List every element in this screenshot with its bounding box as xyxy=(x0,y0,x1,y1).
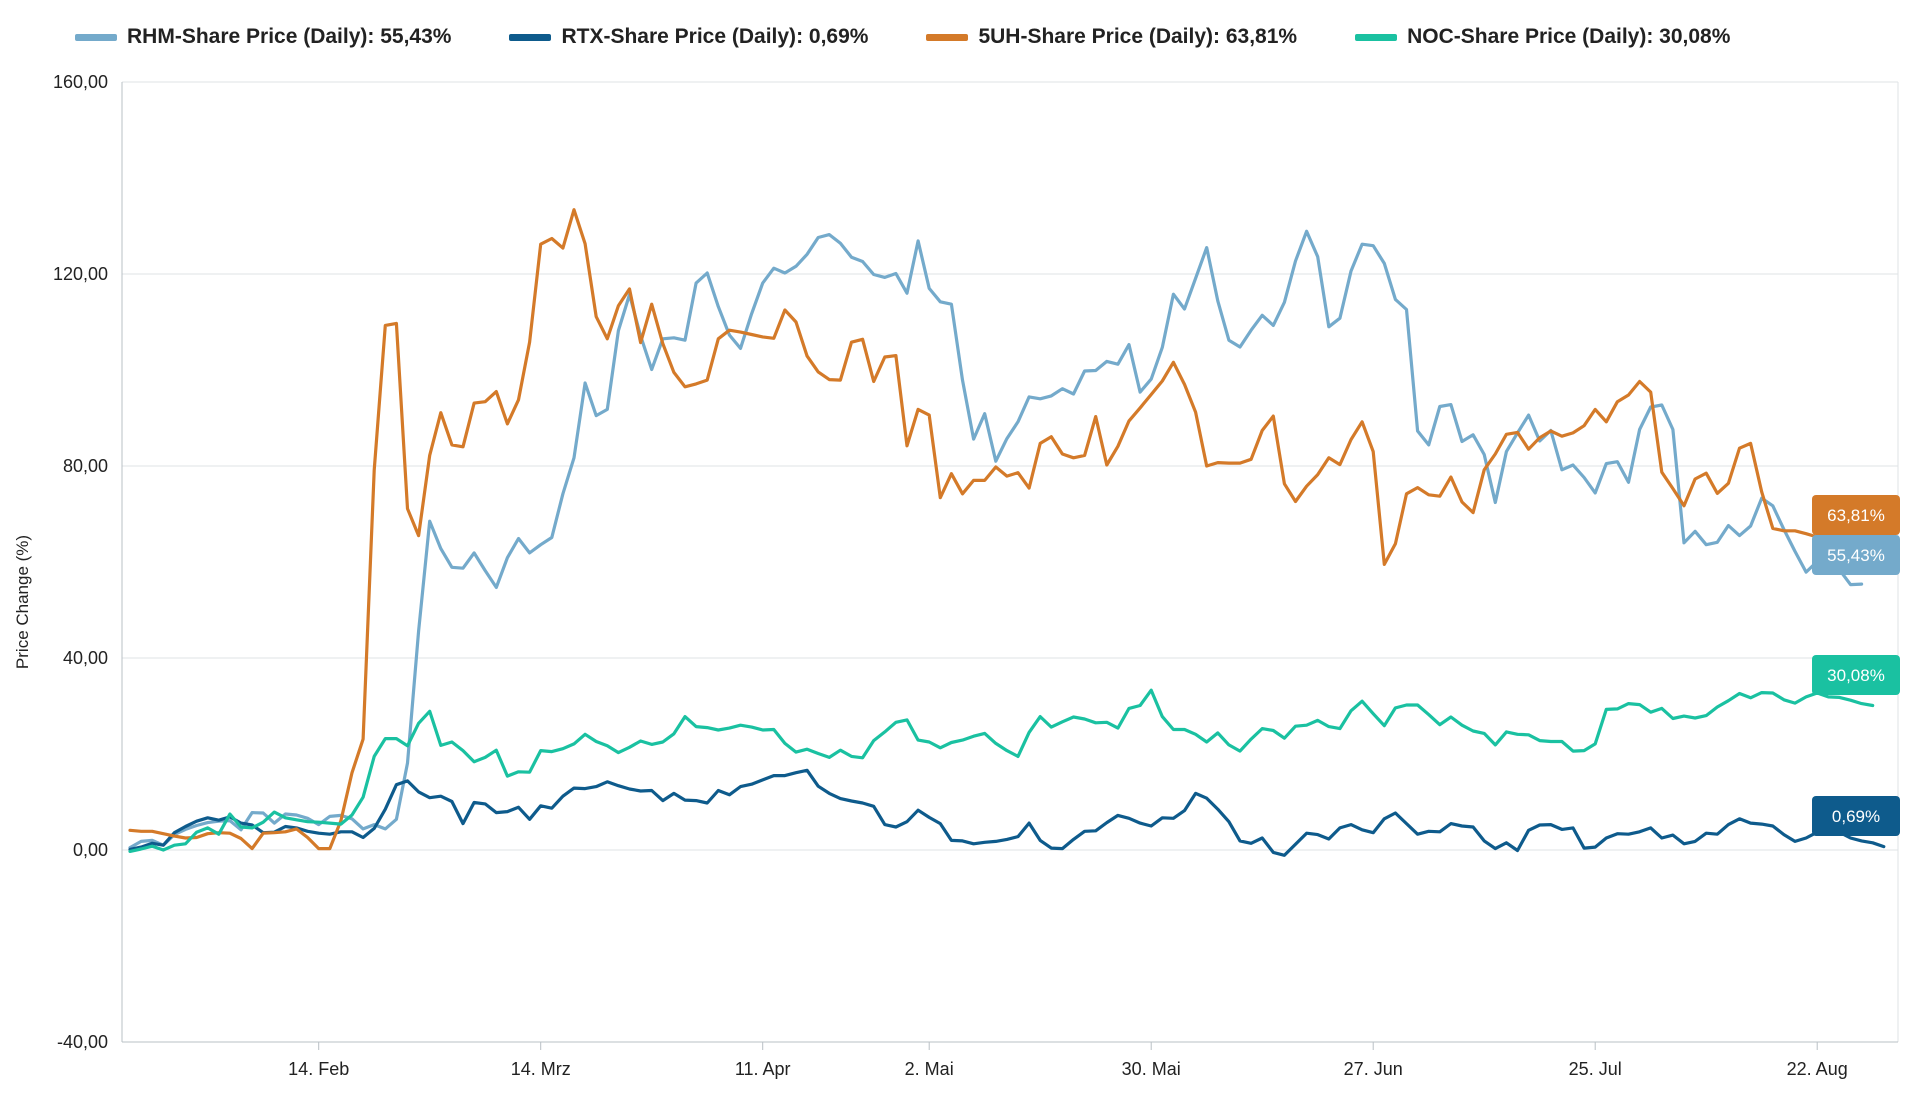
legend-swatch-noc xyxy=(1355,33,1398,41)
legend-swatch-rhm xyxy=(75,33,117,41)
x-axis-tick-labels: 14. Feb 14. Mrz 11. Apr 2. Mai 30. Mai 27. Ju… xyxy=(288,1042,1848,1079)
x-tick-label: 14. Feb xyxy=(288,1059,349,1079)
legend-colon: : xyxy=(367,25,381,48)
series-line-5uh[interactable] xyxy=(128,208,1842,851)
legend-label-5uh: 5UH-Share Price (Daily) xyxy=(978,25,1214,48)
end-label-rtx: 0,69% xyxy=(1812,796,1900,836)
legend-value-rtx: 0,69% xyxy=(808,25,869,48)
y-axis-title: Price Change (%) xyxy=(13,535,32,669)
legend-item-5uh[interactable]: 5UH-Share Price (Daily): 63,81% xyxy=(926,25,1297,49)
x-tick-label: 22. Aug xyxy=(1787,1059,1848,1079)
chart-legend: RHM-Share Price (Daily): 55,43% RTX-Shar… xyxy=(75,22,1788,52)
end-label-box xyxy=(1812,535,1900,575)
end-label-box xyxy=(1812,655,1900,695)
end-label-text: 63,81% xyxy=(1827,506,1885,525)
series-lines xyxy=(128,208,1886,857)
legend-value-rhm: 55,43% xyxy=(380,25,452,48)
legend-colon: : xyxy=(1213,25,1226,48)
series-line-noc[interactable] xyxy=(128,688,1875,854)
end-label-text: 30,08% xyxy=(1827,666,1885,685)
series-line-rhm[interactable] xyxy=(128,229,1864,850)
end-label-box xyxy=(1812,495,1900,535)
y-tick-label: 120,00 xyxy=(53,264,108,284)
legend-item-rtx[interactable]: RTX-Share Price (Daily): 0,69% xyxy=(509,25,868,49)
legend-label-rtx: RTX-Share Price (Daily) xyxy=(561,25,797,48)
grid-lines xyxy=(122,81,1898,851)
legend-swatch-rtx xyxy=(509,33,552,41)
end-label-box xyxy=(1812,796,1900,836)
y-tick-label: 160,00 xyxy=(53,72,108,92)
y-tick-label: 0,00 xyxy=(73,840,108,860)
legend-label-noc: NOC-Share Price (Daily) xyxy=(1407,25,1647,48)
axes xyxy=(121,82,1899,1043)
end-label-rhm: 55,43% xyxy=(1812,535,1900,575)
y-tick-label: 80,00 xyxy=(63,456,108,476)
x-tick-label: 27. Jun xyxy=(1344,1059,1403,1079)
x-tick-label: 14. Mrz xyxy=(511,1059,571,1079)
y-axis-tick-labels: -40,00 0,00 40,00 80,00 120,00 160,00 xyxy=(53,72,108,1052)
x-tick-label: 30. Mai xyxy=(1122,1059,1181,1079)
legend-colon: : xyxy=(1646,25,1660,48)
end-value-labels: 63,81% 55,43% 30,08% 0,69% xyxy=(1812,495,1900,836)
y-tick-label: 40,00 xyxy=(63,648,108,668)
x-tick-label: 2. Mai xyxy=(905,1059,954,1079)
legend-swatch-5uh xyxy=(926,33,969,41)
series-line-rtx[interactable] xyxy=(128,768,1886,857)
legend-value-noc: 30,08% xyxy=(1659,25,1731,48)
legend-label-rhm: RHM-Share Price (Daily) xyxy=(127,25,368,48)
x-tick-label: 25. Jul xyxy=(1569,1059,1622,1079)
y-tick-label: -40,00 xyxy=(57,1032,108,1052)
end-label-text: 0,69% xyxy=(1832,807,1880,826)
end-label-noc: 30,08% xyxy=(1812,655,1900,695)
legend-value-5uh: 63,81% xyxy=(1225,25,1298,48)
end-label-text: 55,43% xyxy=(1827,546,1885,565)
x-tick-label: 11. Apr xyxy=(735,1059,791,1079)
legend-item-rhm[interactable]: RHM-Share Price (Daily): 55,43% xyxy=(75,25,451,49)
legend-colon: : xyxy=(796,25,809,48)
legend-item-noc[interactable]: NOC-Share Price (Daily): 30,08% xyxy=(1355,25,1730,49)
end-label-5uh: 63,81% xyxy=(1812,495,1900,535)
